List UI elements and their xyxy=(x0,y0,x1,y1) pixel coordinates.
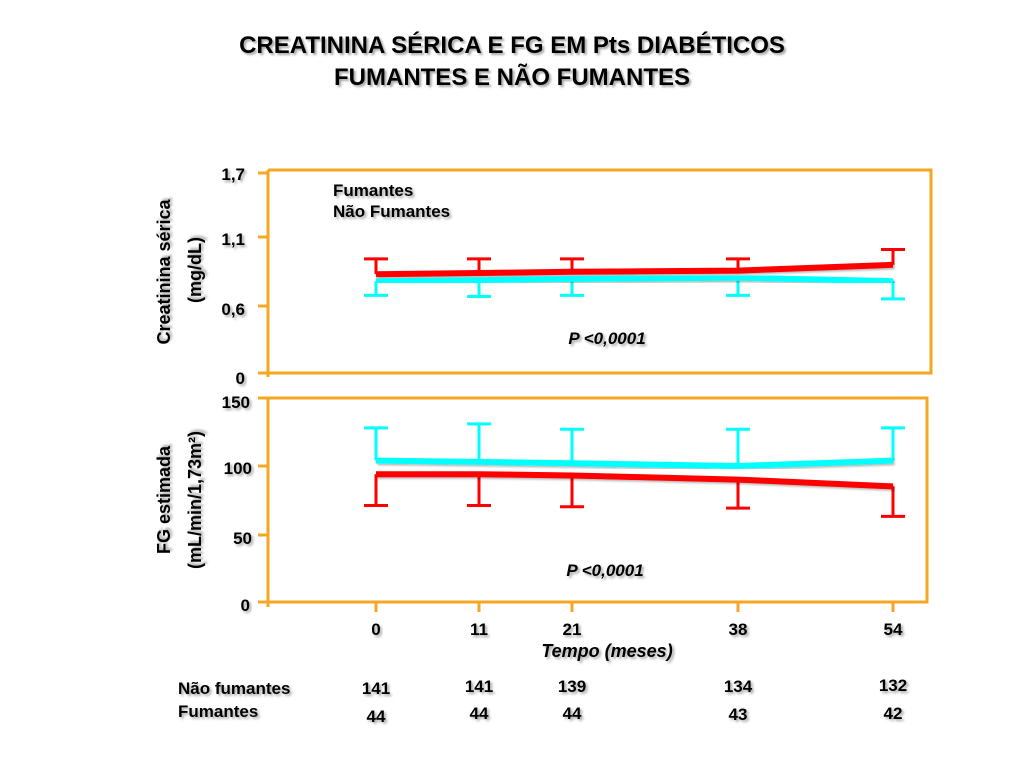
panel2-ytick: 100 xyxy=(224,459,252,478)
table-cell: 139 xyxy=(558,677,586,696)
panel2-ytick: 0 xyxy=(241,596,250,615)
panel1-ylabel-line1: Creatinina sérica xyxy=(154,198,174,344)
table-cell: 44 xyxy=(563,704,582,723)
table-cell: 44 xyxy=(470,704,489,723)
chart-marks xyxy=(258,171,905,612)
panel2-pvalue: P <0,0001 xyxy=(566,561,643,580)
chart-title-line2: FUMANTES E NÃO FUMANTES xyxy=(334,64,690,91)
x-tick-label: 38 xyxy=(729,620,748,639)
panel-creatinine xyxy=(266,168,933,377)
table-cell: 42 xyxy=(884,704,903,723)
x-tick-label: 11 xyxy=(470,620,488,639)
table-cell: 132 xyxy=(879,676,907,695)
panel2-ytick: 50 xyxy=(233,529,252,548)
legend-label-nao-fumantes: Não Fumantes xyxy=(333,202,450,221)
chart-title-line1: CREATININA SÉRICA E FG EM Pts DIABÉTICOS xyxy=(239,32,785,59)
x-axis-title: Tempo (meses) xyxy=(541,641,672,661)
panel1-pvalue: P <0,0001 xyxy=(568,329,645,348)
table-cell: 44 xyxy=(367,707,386,726)
panel2-ylabel-line1: FG estimada xyxy=(154,445,174,554)
legend-label-fumantes: Fumantes xyxy=(333,181,413,200)
patient-count-table: Não fumantes Fumantes 141 141 139 134 13… xyxy=(178,676,907,726)
table-row-label-nao-fumantes: Não fumantes xyxy=(178,679,290,698)
x-tick-label: 21 xyxy=(563,620,582,639)
x-tick-label: 0 xyxy=(371,620,380,639)
table-cell: 141 xyxy=(362,679,390,698)
panel-fg xyxy=(266,396,929,607)
panel1-ytick: 0,6 xyxy=(221,300,245,319)
panel1-series-line-fumantes xyxy=(375,261,894,278)
panel1-ytick: 0 xyxy=(236,369,245,388)
panel1-ylabel-line2: (mg/dL) xyxy=(185,237,205,303)
table-cell: 43 xyxy=(729,705,748,724)
panel1-series-line-nao-fumantes xyxy=(375,274,894,285)
table-cell: 134 xyxy=(724,677,753,696)
x-tick-label: 54 xyxy=(884,620,903,639)
panel2-ytick: 150 xyxy=(222,393,250,412)
table-row-label-fumantes: Fumantes xyxy=(178,702,258,721)
panel2-ylabel-line2: (mL/min/1,73m²) xyxy=(185,431,205,569)
panel1-ytick: 1,1 xyxy=(221,230,245,249)
panel2-frame xyxy=(268,396,929,604)
panel1-frame xyxy=(268,168,933,375)
legend: Fumantes Não Fumantes xyxy=(300,181,450,221)
panel2-series-line-fumantes xyxy=(376,471,894,490)
panel2-series-line-nao-fumantes xyxy=(375,457,894,469)
panel1-ytick: 1,7 xyxy=(221,165,245,184)
table-cell: 141 xyxy=(465,677,493,696)
chart-title: CREATININA SÉRICA E FG EM Pts DIABÉTICOS… xyxy=(0,30,1024,94)
